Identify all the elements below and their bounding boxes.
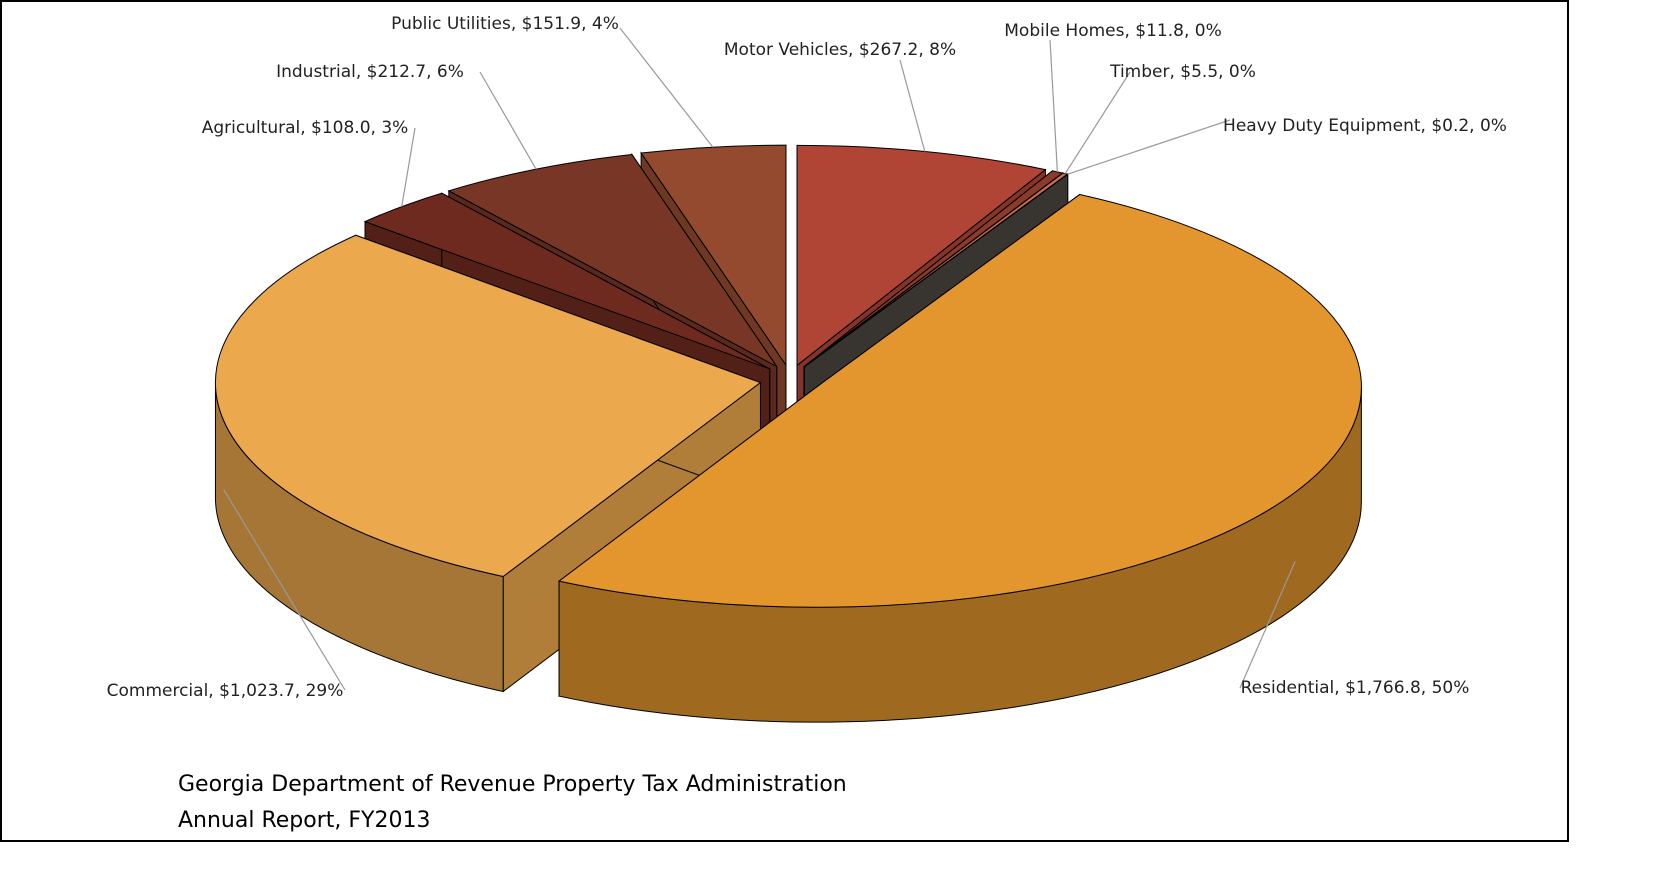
- caption: Georgia Department of Revenue Property T…: [178, 772, 847, 797]
- data-label: Motor Vehicles, $267.2, 8%: [723, 40, 957, 60]
- data-label: Mobile Homes, $11.8, 0%: [1004, 21, 1222, 41]
- data-label: Heavy Duty Equipment, $0.2, 0%: [1223, 116, 1507, 136]
- data-label: Agricultural, $108.0, 3%: [201, 118, 409, 138]
- leader-line: [899, 59, 926, 152]
- slice: [214, 234, 762, 578]
- leader-line: [1064, 71, 1131, 174]
- data-label: Industrial, $212.7, 6%: [276, 62, 464, 82]
- slice: [447, 153, 778, 367]
- caption: Annual Report, FY2013: [178, 808, 431, 833]
- leader-line: [619, 27, 714, 148]
- slice: [363, 192, 770, 370]
- leader-line: [1049, 39, 1058, 172]
- data-label: Public Utilities, $151.9, 4%: [391, 14, 619, 34]
- slice: [557, 194, 1362, 608]
- data-label: Commercial, $1,023.7, 29%: [106, 681, 344, 701]
- leader-line: [1239, 560, 1296, 689]
- leader-line: [479, 71, 537, 170]
- leader-line: [401, 127, 416, 207]
- leader-line: [1067, 119, 1231, 175]
- leader-line: [223, 489, 346, 691]
- slice: [796, 144, 1047, 367]
- data-label: Timber, $5.5, 0%: [1110, 62, 1256, 82]
- data-label: Residential, $1,766.8, 50%: [1240, 678, 1470, 698]
- chart-frame: [0, 0, 1569, 842]
